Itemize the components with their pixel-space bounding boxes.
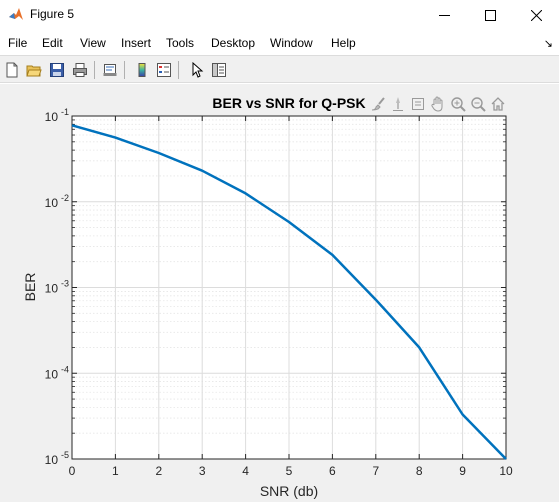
x-tick-label: 9 [459,464,466,478]
zoom-in-button[interactable] [448,94,467,113]
x-tick-label: 10 [499,464,513,478]
link-plot-icon [103,64,117,76]
menu-window[interactable]: Window [270,36,313,50]
x-tick-label: 6 [329,464,336,478]
ber-series-line [71,124,507,460]
x-axis-label: SNR (db) [260,483,318,499]
save-button[interactable] [47,60,67,80]
minimize-icon [438,14,450,16]
zoom-out-button[interactable] [468,94,487,113]
menu-view[interactable]: View [80,36,106,50]
menu-file[interactable]: File [8,36,28,50]
insert-colorbar-button[interactable] [132,60,152,80]
menu-desktop[interactable]: Desktop [211,36,256,50]
x-tick-label: 8 [416,464,423,478]
edit-plot-button[interactable] [187,60,207,80]
open-file-button[interactable] [24,60,44,80]
figure-toolbar [0,55,559,83]
data-tips-button[interactable] [388,94,407,113]
close-icon [530,9,542,21]
property-inspector-button[interactable] [209,60,229,80]
dock-figure-arrow[interactable]: ↘ [543,38,553,50]
new-figure-button[interactable] [2,60,22,80]
x-tick-label: 1 [112,464,119,478]
matlab-logo-icon [9,8,23,20]
new-figure-icon [6,62,18,78]
brush-icon [371,96,385,110]
y-tick-label: 10 [45,367,59,381]
title-bar: Figure 5 [0,0,559,30]
toolbar-separator [94,61,95,79]
maximize-button[interactable] [467,0,513,30]
x-tick-labels: 0 1 2 3 4 5 6 7 8 9 10 [69,464,513,478]
pan-button[interactable] [428,94,447,113]
minimize-button[interactable] [421,0,467,30]
x-tick-label: 5 [286,464,293,478]
print-button[interactable] [70,60,90,80]
export-icon [411,97,424,110]
x-tick-label: 2 [155,464,162,478]
axes-toolbar [368,94,507,114]
pan-hand-icon [430,96,442,112]
zoom-out-icon [470,96,486,112]
y-tick-label: 10 [45,282,59,296]
toolbar-separator [124,61,125,79]
toolbar-separator [178,61,179,79]
export-button[interactable] [408,94,427,113]
insert-legend-button[interactable] [154,60,174,80]
y-tick-label-exponent: -2 [61,193,69,203]
y-axis-label: BER [22,273,38,302]
open-file-icon [26,65,42,77]
y-tick-label: 10 [45,453,59,467]
ber-snr-chart[interactable]: 0 1 2 3 4 5 6 7 8 9 10 10-510-410-310-210-1 BER vs… [0,84,559,502]
zoom-in-icon [450,96,466,112]
x-tick-label: 0 [69,464,76,478]
menu-insert[interactable]: Insert [121,36,152,50]
x-tick-label: 3 [199,464,206,478]
edit-plot-pointer-icon [192,62,204,78]
window-title: Figure 5 [30,7,75,21]
save-icon [50,63,64,77]
link-plot-button[interactable] [100,60,120,80]
x-tick-label: 4 [242,464,249,478]
y-tick-label-exponent: -5 [61,450,69,460]
maximize-icon [484,9,496,21]
brush-button[interactable] [368,94,387,113]
menu-tools[interactable]: Tools [166,36,195,50]
insert-legend-icon [157,63,171,77]
y-tick-label: 10 [45,110,59,124]
close-button[interactable] [513,0,559,30]
home-button[interactable] [488,94,507,113]
y-tick-label: 10 [45,196,59,210]
y-tick-label-exponent: -4 [61,364,69,374]
print-icon [73,63,87,77]
chart-title: BER vs SNR for Q-PSK [212,95,365,111]
x-tick-label: 7 [372,464,379,478]
menu-help[interactable]: Help [331,36,356,50]
menu-edit[interactable]: Edit [42,36,63,50]
y-tick-labels: 10-510-410-310-210-1 [45,107,69,467]
data-tips-icon [392,96,403,111]
y-tick-label-exponent: -1 [61,107,69,117]
insert-colorbar-icon [138,63,146,77]
y-tick-label-exponent: -3 [61,279,69,289]
property-inspector-icon [212,63,226,77]
menu-bar: File Edit View Insert Tools Desktop Wind… [0,32,559,54]
home-icon [491,96,504,111]
